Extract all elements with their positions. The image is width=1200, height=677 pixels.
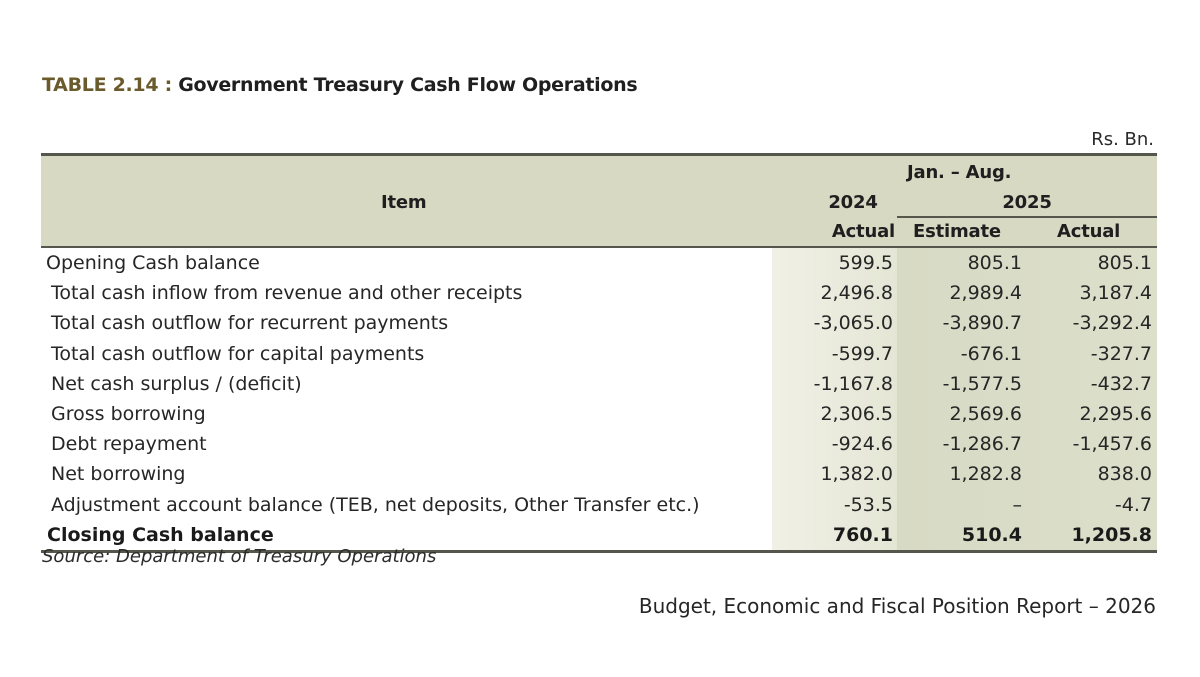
row-label: Debt repayment: [51, 433, 207, 456]
header-2025-rule: [897, 216, 1157, 218]
header-2024-actual: Actual: [831, 221, 895, 242]
row-label: Total cash outflow for capital payments: [51, 342, 425, 365]
cell-2025-estimate: 2,989.4: [949, 282, 1022, 305]
header-2025-actual: Actual: [1057, 221, 1121, 242]
table-row: Total cash outflow for capital payments …: [41, 339, 1157, 369]
cell-2024-actual: -53.5: [843, 493, 893, 516]
cell-2024-actual: 1,382.0: [820, 463, 893, 486]
cash-flow-table: Item Jan. – Aug. 2024 2025 Actual Estima…: [41, 153, 1157, 553]
table-row-total: Closing Cash balance 760.1 510.4 1,205.8: [41, 520, 1157, 550]
table-header: Item Jan. – Aug. 2024 2025 Actual Estima…: [41, 153, 1157, 248]
cell-2025-actual: -432.7: [1090, 372, 1152, 395]
cell-2025-actual: 3,187.4: [1079, 282, 1152, 305]
source-note: Source: Department of Treasury Operation…: [42, 546, 437, 567]
table-row: Net borrowing 1,382.0 1,282.8 838.0: [41, 459, 1157, 489]
cell-2025-estimate: -1,577.5: [942, 372, 1022, 395]
row-label: Opening Cash balance: [46, 252, 260, 274]
cell-2024-actual: 2,496.8: [820, 282, 893, 305]
table-row: Net cash surplus / (deficit) -1,167.8 -1…: [41, 369, 1157, 399]
cell-2025-estimate: 1,282.8: [949, 463, 1022, 486]
cell-2025-estimate: 805.1: [967, 252, 1022, 274]
cell-2025-actual: -327.7: [1090, 342, 1152, 365]
cell-2025-actual: -4.7: [1114, 493, 1152, 516]
header-year-2024: 2024: [828, 192, 878, 213]
table-row: Debt repayment -924.6 -1,286.7 -1,457.6: [41, 429, 1157, 459]
cell-2025-actual: 2,295.6: [1079, 402, 1152, 425]
report-footer: Budget, Economic and Fiscal Position Rep…: [638, 594, 1156, 618]
cell-2024-actual: 599.5: [838, 252, 893, 274]
cell-2025-actual: 838.0: [1097, 463, 1152, 486]
row-label: Total cash outflow for recurrent payment…: [51, 312, 449, 335]
header-period: Jan. – Aug.: [907, 162, 1012, 183]
cell-2025-estimate: -1,286.7: [942, 433, 1022, 456]
column-2024-shading: [772, 248, 897, 550]
row-label: Adjustment account balance (TEB, net dep…: [51, 493, 700, 516]
table-body: Opening Cash balance 599.5 805.1 805.1 T…: [41, 248, 1157, 553]
header-2025-estimate: Estimate: [913, 221, 1001, 242]
cell-2025-estimate: -3,890.7: [942, 312, 1022, 335]
cell-2024-actual: 760.1: [832, 523, 893, 546]
row-label: Closing Cash balance: [47, 523, 274, 546]
row-label: Gross borrowing: [51, 402, 206, 425]
cell-2025-estimate: 2,569.6: [949, 402, 1022, 425]
cell-2025-estimate: -676.1: [960, 342, 1022, 365]
cell-2025-actual: 1,205.8: [1071, 523, 1152, 546]
header-item: Item: [381, 192, 427, 213]
table-row: Adjustment account balance (TEB, net dep…: [41, 490, 1157, 520]
cell-2025-actual: -1,457.6: [1072, 433, 1152, 456]
table-number: TABLE 2.14 :: [42, 74, 172, 96]
row-label: Net cash surplus / (deficit): [51, 372, 302, 395]
cell-2024-actual: -3,065.0: [813, 312, 893, 335]
cell-2025-actual: 805.1: [1097, 252, 1152, 274]
table-title: TABLE 2.14 : Government Treasury Cash Fl…: [42, 74, 638, 96]
cell-2024-actual: -599.7: [831, 342, 893, 365]
table-row: Gross borrowing 2,306.5 2,569.6 2,295.6: [41, 399, 1157, 429]
cell-2025-actual: -3,292.4: [1072, 312, 1152, 335]
cell-2025-estimate: –: [1012, 493, 1023, 516]
cell-2025-estimate: 510.4: [961, 523, 1022, 546]
row-label: Total cash inflow from revenue and other…: [51, 282, 523, 305]
cell-2024-actual: -924.6: [831, 433, 893, 456]
row-label: Net borrowing: [51, 463, 186, 486]
table-row: Total cash inflow from revenue and other…: [41, 278, 1157, 308]
table-row: Opening Cash balance 599.5 805.1 805.1: [41, 248, 1157, 278]
table-row: Total cash outflow for recurrent payment…: [41, 308, 1157, 338]
cell-2024-actual: -1,167.8: [813, 372, 893, 395]
table-title-text: Government Treasury Cash Flow Operations: [178, 74, 638, 96]
cell-2024-actual: 2,306.5: [820, 402, 893, 425]
header-year-2025: 2025: [1002, 192, 1052, 213]
column-2025-shading: [897, 248, 1157, 550]
units-label: Rs. Bn.: [1091, 129, 1154, 150]
